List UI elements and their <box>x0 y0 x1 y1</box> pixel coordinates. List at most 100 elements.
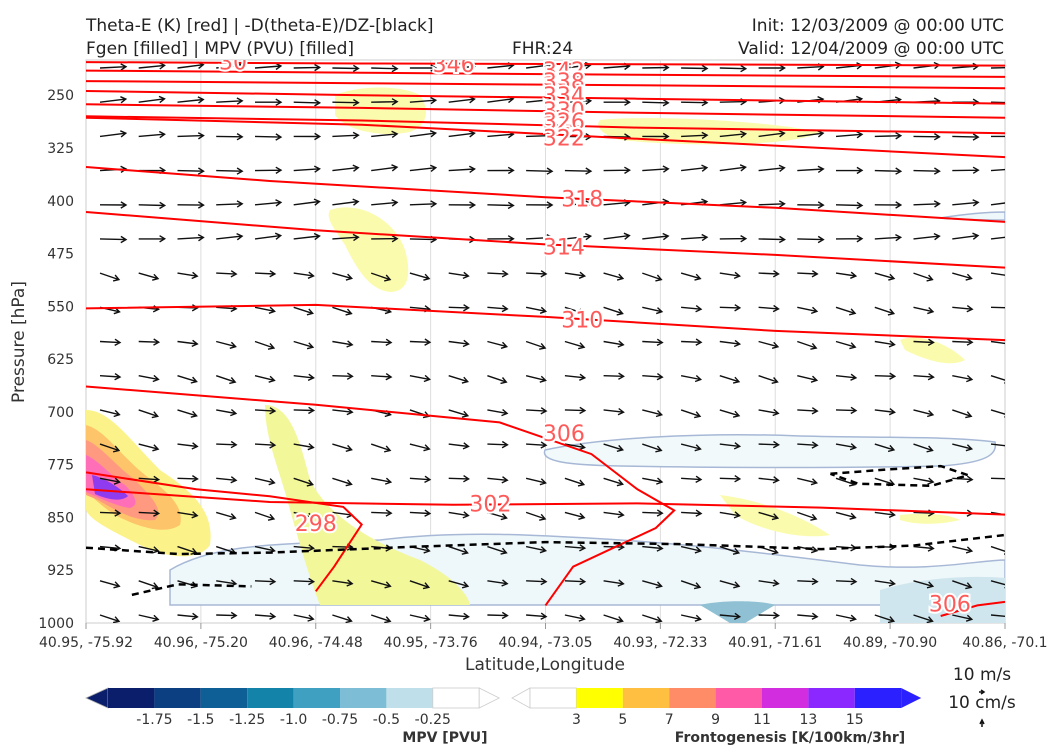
wind-vector <box>216 408 238 417</box>
wind-vector <box>719 475 742 483</box>
wind-vector <box>448 339 470 348</box>
wind-vector <box>913 409 935 418</box>
wind-vector <box>797 201 825 209</box>
wind-vector <box>448 130 476 138</box>
wind-vector <box>758 440 780 449</box>
wind-vector <box>487 201 515 210</box>
wind-vector <box>525 306 548 314</box>
wind-vector <box>409 200 438 208</box>
wind-vector <box>797 270 819 278</box>
wind-vector <box>719 130 748 138</box>
wind-vector <box>990 236 1005 240</box>
wind-vector <box>216 511 237 521</box>
wind-vector <box>642 373 664 381</box>
wind-vector <box>719 199 748 207</box>
wind-vector <box>371 98 399 106</box>
wind-vector <box>332 340 354 348</box>
wind-vector <box>680 374 703 383</box>
wind-vector <box>758 235 786 244</box>
y-tick-label: 625 <box>47 352 74 368</box>
fgen-colorbar-tick: 7 <box>665 712 674 728</box>
wind-vector <box>371 64 399 73</box>
x-tick-label: 40.86, -70.1 <box>962 635 1047 651</box>
wind-vector <box>332 306 353 316</box>
wind-vector <box>564 200 593 208</box>
wind-vector <box>409 96 438 105</box>
x-tick-label: 40.96, -75.20 <box>154 635 248 651</box>
wind-vector <box>254 511 276 521</box>
wind-vector <box>835 306 857 316</box>
wind-vector <box>680 409 702 419</box>
wind-vector <box>293 614 315 622</box>
mpv-colorbar-tick: -1.0 <box>280 712 307 728</box>
theta-e-contour <box>86 211 1005 269</box>
x-tick-label: 40.93, -72.33 <box>613 635 707 651</box>
wind-vector <box>952 166 980 174</box>
wind-vector <box>990 67 1005 69</box>
wind-vector <box>564 167 593 175</box>
fgen-region-left-purple <box>92 475 128 500</box>
wind-vector <box>990 306 1005 309</box>
wind-vector <box>680 443 702 452</box>
wind-vector <box>642 132 670 141</box>
wind-vector <box>293 99 322 107</box>
wind-vector <box>332 164 360 172</box>
wind-vector <box>564 614 586 622</box>
wind-vector <box>216 611 238 620</box>
wind-vector <box>526 201 554 209</box>
wind-vector <box>332 614 353 623</box>
wind-vector <box>874 614 896 623</box>
wind-vector <box>719 511 741 519</box>
wind-vector <box>642 338 664 347</box>
wind-vector <box>990 272 1005 278</box>
wind-vector <box>526 407 548 415</box>
wind-vector <box>681 305 703 313</box>
wind-vector <box>603 232 631 240</box>
valid-time: Valid: 12/04/2009 @ 00:00 UTC <box>738 39 1004 59</box>
wind-vector <box>487 375 508 385</box>
wind-vector <box>874 579 896 587</box>
wind-vector <box>99 130 128 138</box>
wind-vector <box>874 408 896 416</box>
wind-vector <box>525 545 548 554</box>
wind-vector <box>990 101 1005 104</box>
wind-vector <box>603 477 624 487</box>
wind-vector <box>371 580 392 589</box>
wind-vector <box>293 406 316 415</box>
wind-vector <box>293 232 321 241</box>
wind-vector <box>564 232 593 241</box>
wind-vector <box>990 202 1005 206</box>
wind-vector <box>835 373 858 381</box>
wind-vector <box>758 375 779 384</box>
wind-vector <box>177 132 205 140</box>
theta-e-contour <box>86 471 363 592</box>
wind-vector <box>758 64 786 72</box>
wind-vector <box>564 406 587 415</box>
filled-contours <box>86 87 1005 623</box>
mpv-colorbar-tick: -1.75 <box>136 712 172 728</box>
fgen-colorbar-segment <box>669 688 716 708</box>
dthetae-dz-contour <box>131 583 252 597</box>
wind-vector <box>526 233 554 242</box>
wind-vector <box>952 232 980 240</box>
wind-vector <box>409 164 438 172</box>
mpv-colorbar-segment <box>432 687 480 709</box>
theta-e-label: 330 <box>543 99 585 124</box>
init-time: Init: 12/03/2009 @ 00:00 UTC <box>752 16 1004 36</box>
wind-vector <box>487 270 509 278</box>
theta-e-label: 306 <box>929 592 971 617</box>
wind-vector <box>874 443 896 453</box>
wind-vector <box>448 545 469 555</box>
wind-vector <box>254 375 276 383</box>
wind-vector <box>138 62 166 70</box>
wind-vector <box>526 612 548 620</box>
wind-vector <box>564 511 586 520</box>
y-tick-label: 400 <box>47 194 74 210</box>
wind-vector <box>409 509 432 517</box>
wind-vector <box>797 612 819 620</box>
wind-vector <box>216 97 244 105</box>
wind-vector <box>564 306 586 316</box>
wind-vector <box>874 167 903 175</box>
frontogenesis-colorbar-label: Frontogenesis [K/100km/3hr] <box>675 730 905 746</box>
